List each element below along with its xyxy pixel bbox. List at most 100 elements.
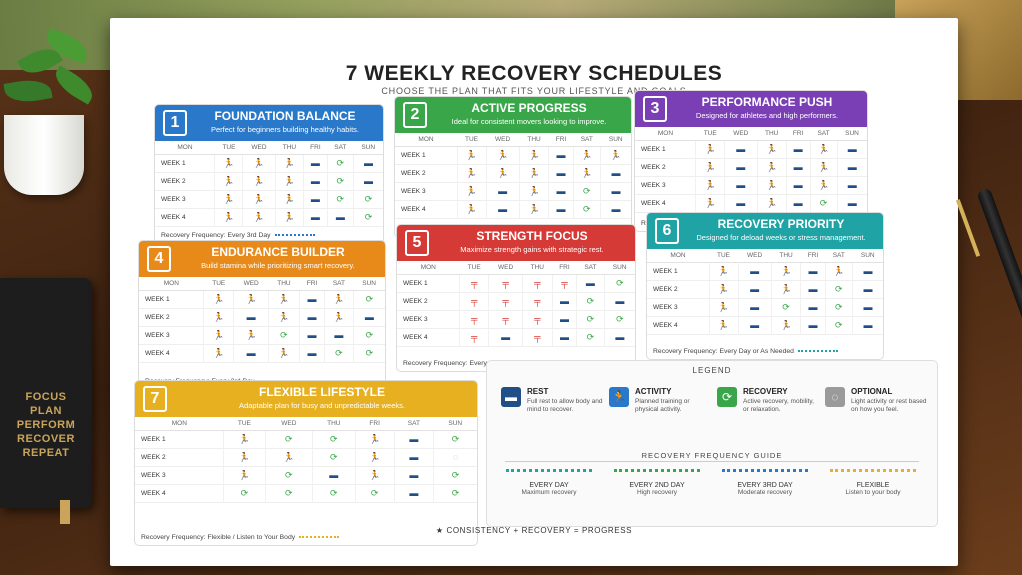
runner-icon: 🏃 bbox=[267, 290, 300, 309]
bed-icon: ▬ bbox=[551, 310, 577, 329]
day-header: MON bbox=[397, 261, 460, 275]
runner-icon: 🏃 bbox=[756, 158, 787, 177]
week-row: WEEK 3 🏃 🏃 🏃 ▬ ⟳ ⟳ bbox=[155, 190, 383, 209]
dumbbell-icon: ╤ bbox=[488, 274, 523, 293]
recovery-cycle-icon: ⟳ bbox=[432, 430, 477, 449]
week-row: WEEK 1 🏃 🏃 🏃 ▬ ⟳ ▬ bbox=[155, 154, 383, 173]
recovery-cycle-icon: ⟳ bbox=[824, 280, 853, 299]
recovery-cycle-icon: ⟳ bbox=[223, 484, 266, 503]
frequency-dots bbox=[274, 234, 315, 237]
card-subtitle: Perfect for beginners building healthy h… bbox=[210, 125, 359, 134]
runner-icon: 🏃 bbox=[695, 176, 725, 195]
runner-icon: 🏃 bbox=[770, 262, 801, 281]
bed-icon: ▬ bbox=[852, 316, 883, 335]
legend-optional-icon: ◌ bbox=[825, 387, 845, 407]
week-label: WEEK 3 bbox=[155, 190, 215, 209]
frequency-name: EVERY DAY bbox=[529, 482, 569, 489]
dumbbell-icon: ╤ bbox=[459, 274, 489, 293]
runner-icon: 🏃 bbox=[242, 190, 276, 209]
card-subtitle: Designed for athletes and high performer… bbox=[695, 111, 839, 120]
runner-icon: 🏃 bbox=[809, 176, 838, 195]
dumbbell-icon: ╤ bbox=[488, 292, 523, 311]
poster-subtitle: CHOOSE THE PLAN THAT FITS YOUR LIFESTYLE… bbox=[381, 86, 687, 96]
runner-icon: 🏃 bbox=[695, 140, 725, 159]
bed-icon: ▬ bbox=[836, 194, 867, 213]
bed-icon: ▬ bbox=[737, 280, 772, 299]
runner-icon: 🏃 bbox=[770, 316, 801, 335]
runner-icon: 🏃 bbox=[809, 158, 838, 177]
card-header: 1 FOUNDATION BALANCE Perfect for beginners… bbox=[155, 105, 383, 141]
runner-icon: 🏃 bbox=[354, 430, 395, 449]
week-row: WEEK 4 🏃 ▬ 🏃 ▬ ⟳ ▬ bbox=[635, 194, 867, 213]
day-header: SUN bbox=[604, 261, 635, 275]
bed-icon: ▬ bbox=[298, 290, 325, 309]
week-row: WEEK 2 🏃 🏃 🏃 ▬ ⟳ ▬ bbox=[155, 172, 383, 191]
week-label: WEEK 2 bbox=[395, 164, 457, 183]
runner-icon: 🏃 bbox=[267, 308, 300, 327]
potted-plant bbox=[0, 20, 110, 195]
bed-icon: ▬ bbox=[326, 208, 354, 227]
card-number: 2 bbox=[403, 102, 427, 128]
legend-desc: Light activity or rest based on how you … bbox=[851, 398, 927, 413]
week-row: WEEK 1 🏃 🏃 🏃 ▬ 🏃 ⟳ bbox=[139, 290, 385, 309]
bed-icon: ▬ bbox=[548, 200, 574, 219]
runner-icon: 🏃 bbox=[274, 190, 304, 209]
dumbbell-icon: ╤ bbox=[521, 274, 553, 293]
week-label: WEEK 4 bbox=[155, 208, 215, 227]
runner-icon: 🏃 bbox=[756, 140, 787, 159]
recovery-cycle-icon: ⟳ bbox=[576, 328, 605, 347]
notebook-text: FOCUS PLAN PERFORM RECOVER REPEAT bbox=[16, 391, 76, 459]
dumbbell-icon: ╤ bbox=[521, 328, 553, 347]
week-row: WEEK 1 🏃 ▬ 🏃 ▬ 🏃 ▬ bbox=[647, 262, 883, 281]
day-header: FRI bbox=[552, 261, 577, 275]
bed-icon: ▬ bbox=[352, 308, 385, 327]
day-header: THU bbox=[268, 277, 300, 291]
day-header: THU bbox=[757, 127, 787, 141]
bed-icon: ▬ bbox=[324, 326, 354, 345]
week-label: WEEK 4 bbox=[397, 328, 460, 347]
recovery-cycle-icon: ⟳ bbox=[264, 484, 313, 503]
week-label: WEEK 1 bbox=[135, 430, 224, 449]
card-number: 6 bbox=[655, 218, 679, 244]
bed-icon: ▬ bbox=[488, 328, 523, 347]
card-title: PERFORMANCE PUSH bbox=[701, 95, 833, 109]
recovery-cycle-icon: ⟳ bbox=[326, 154, 354, 173]
frequency-name: EVERY 2ND DAY bbox=[629, 482, 685, 489]
runner-icon: 🏃 bbox=[600, 146, 631, 165]
week-row: WEEK 1 🏃 ▬ 🏃 ▬ 🏃 ▬ bbox=[635, 140, 867, 159]
runner-icon: 🏃 bbox=[214, 154, 243, 173]
runner-icon: 🏃 bbox=[223, 430, 266, 449]
bed-icon: ▬ bbox=[303, 190, 328, 209]
bed-icon: ▬ bbox=[603, 292, 635, 311]
bed-icon: ▬ bbox=[551, 328, 577, 347]
frequency-guide-title: RECOVERY FREQUENCY GUIDE bbox=[641, 451, 783, 460]
week-row: WEEK 2 🏃 ▬ 🏃 ▬ ⟳ ▬ bbox=[647, 280, 883, 299]
bed-icon: ▬ bbox=[737, 298, 772, 317]
recovery-cycle-icon: ⟳ bbox=[809, 194, 838, 213]
card-header: 3 PERFORMANCE PUSH Designed for athletes a… bbox=[635, 91, 867, 127]
runner-icon: 🏃 bbox=[242, 154, 276, 173]
bed-icon: ▬ bbox=[600, 182, 631, 201]
runner-icon: 🏃 bbox=[203, 344, 234, 363]
fountain-pen bbox=[976, 187, 1022, 371]
bed-icon: ▬ bbox=[233, 308, 269, 327]
week-row: WEEK 1 ╤ ╤ ╤ ╤ ▬ ⟳ bbox=[397, 274, 635, 293]
day-header: WED bbox=[265, 417, 313, 431]
runner-icon: 🏃 bbox=[518, 200, 549, 219]
frequency-dots bbox=[797, 350, 838, 353]
star-icon: ★ bbox=[435, 526, 444, 535]
day-header: WED bbox=[738, 249, 772, 263]
schedule-grid: MON TUE WED THU FRI SAT SUN WEEK 1 🏃 ▬ 🏃 ▬ 🏃 ▬ WEEK 2 🏃… bbox=[635, 127, 867, 213]
dumbbell-icon: ╤ bbox=[521, 292, 553, 311]
card-header: 5 STRENGTH FOCUS Maximize strength gains w… bbox=[397, 225, 635, 261]
schedule-grid: MON TUE WED THU FRI SAT SUN WEEK 1 🏃 ⟳ ⟳ 🏃 ▬ ⟳ WEEK 2 🏃… bbox=[135, 417, 477, 503]
bed-icon: ▬ bbox=[548, 182, 574, 201]
week-label: WEEK 2 bbox=[397, 292, 460, 311]
day-header: FRI bbox=[786, 127, 811, 141]
bed-icon: ▬ bbox=[723, 194, 758, 213]
schedule-card-4: 4 ENDURANCE BUILDER Build stamina while pr… bbox=[138, 240, 386, 390]
card-title: ENDURANCE BUILDER bbox=[211, 245, 345, 259]
dumbbell-icon: ╤ bbox=[459, 310, 489, 329]
bed-icon: ▬ bbox=[723, 140, 758, 159]
bed-icon: ▬ bbox=[852, 280, 883, 299]
